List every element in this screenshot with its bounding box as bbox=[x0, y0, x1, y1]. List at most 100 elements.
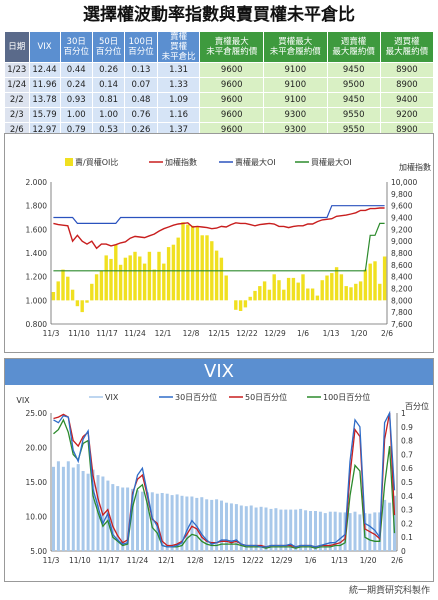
footer-credit: 統一期貨研究科製作 bbox=[348, 586, 430, 596]
pct30-line bbox=[53, 410, 396, 548]
right-axis-title: 加權指數 bbox=[399, 162, 431, 172]
table-cell: 13.78 bbox=[28, 92, 61, 108]
vix-bar bbox=[225, 502, 228, 551]
oi-ratio-bar bbox=[258, 286, 262, 301]
oi-ratio-bar bbox=[118, 264, 123, 301]
oi-ratio-bar bbox=[368, 263, 372, 301]
oi-ratio-bar bbox=[296, 282, 300, 301]
left-tick-label: 1.800 bbox=[26, 202, 48, 211]
vix-bar bbox=[220, 500, 223, 551]
table-cell: 1.00 bbox=[91, 107, 126, 123]
vix-bar bbox=[86, 473, 90, 551]
oi-ratio-bar bbox=[238, 300, 243, 311]
vix-bar bbox=[348, 513, 352, 551]
vix-chart-panel: VIX VIX 30日百分位 50日百分位 100日百分位 VIX 百分位 5.00 10.0… bbox=[4, 358, 434, 582]
oi-ratio-bar bbox=[195, 227, 200, 301]
table-cell: 9600 bbox=[199, 92, 265, 108]
column-header: 日期 bbox=[4, 31, 30, 63]
max-call-oi-line bbox=[53, 222, 385, 272]
oi-ratio-bar bbox=[152, 269, 156, 301]
oi-ratio-bar bbox=[339, 274, 344, 301]
table-cell: 2/2 bbox=[4, 92, 30, 108]
oi-ratio-bar bbox=[51, 292, 56, 301]
table-cell: 0.26 bbox=[91, 62, 126, 78]
table-cell: 0.76 bbox=[124, 107, 158, 123]
table-cell: 9200 bbox=[379, 107, 435, 123]
right-tick-label: 0.8 bbox=[401, 437, 413, 446]
oi-ratio-bar bbox=[334, 267, 339, 301]
left-tick-label: 20.00 bbox=[26, 444, 48, 453]
vix-bar bbox=[180, 495, 184, 551]
oi-ratio-bar bbox=[325, 275, 329, 301]
vix-bar bbox=[338, 512, 342, 551]
vix-bar bbox=[155, 493, 159, 551]
oi-ratio-bar bbox=[253, 290, 257, 301]
vix-bar bbox=[269, 508, 273, 551]
table-cell: 12.44 bbox=[28, 62, 61, 78]
legend-label: 50日百分位 bbox=[245, 392, 287, 402]
vix-bar bbox=[81, 471, 85, 551]
right-tick-label: 0.4 bbox=[401, 492, 413, 501]
x-tick-label: 1/6 bbox=[297, 329, 309, 338]
legend-label: VIX bbox=[105, 393, 119, 402]
vix-bar bbox=[185, 496, 189, 551]
vix-bar bbox=[210, 499, 214, 551]
right-tick-label: 8,600 bbox=[391, 261, 413, 270]
table-cell: 9600 bbox=[199, 77, 265, 93]
oi-ratio-bar bbox=[114, 244, 118, 301]
table-cell: 0.14 bbox=[91, 77, 126, 93]
oi-ratio-bar bbox=[262, 281, 267, 301]
table-cell: 0.93 bbox=[59, 92, 93, 108]
vix-chart-title: VIX bbox=[5, 359, 433, 385]
column-header: 50日 百分位 bbox=[91, 31, 126, 63]
vix-bar bbox=[165, 493, 169, 551]
oi-ratio-bar bbox=[349, 287, 353, 301]
oi-ratio-bar bbox=[157, 251, 161, 301]
table-cell: 9100 bbox=[263, 62, 328, 78]
column-header: 賣權最大 未平倉履約價 bbox=[199, 31, 265, 63]
right-tick-label: 7,800 bbox=[391, 308, 413, 317]
left-tick-label: 1.000 bbox=[26, 296, 48, 305]
right-tick-label: 8,800 bbox=[391, 249, 413, 258]
oi-ratio-bar bbox=[243, 300, 248, 308]
x-tick-label: 12/8 bbox=[183, 329, 200, 338]
vix-bar bbox=[333, 511, 337, 551]
table-cell: 9100 bbox=[263, 92, 328, 108]
table-cell: 0.44 bbox=[59, 62, 93, 78]
table-row: 1/23 12.44 0.44 0.26 0.13 1.31 9600 9100 9450 890… bbox=[4, 62, 435, 78]
right-tick-label: 0.6 bbox=[401, 464, 413, 473]
oi-ratio-bar bbox=[94, 274, 99, 301]
vix-bar bbox=[160, 493, 164, 551]
vix-bar bbox=[383, 499, 387, 551]
vix-bar bbox=[328, 511, 332, 551]
vix-bar bbox=[175, 494, 179, 551]
vix-bar bbox=[274, 508, 278, 551]
table-cell: 0.48 bbox=[124, 92, 158, 108]
oi-ratio-bar bbox=[70, 289, 75, 301]
legend-swatch bbox=[65, 158, 73, 166]
x-tick-label: 12/15 bbox=[208, 329, 230, 338]
oi-ratio-bar bbox=[205, 235, 209, 301]
oi-ratio-bar bbox=[272, 274, 276, 301]
vix-bar bbox=[234, 504, 238, 551]
oi-ratio-bar bbox=[166, 247, 171, 301]
left-tick-label: 5.00 bbox=[30, 547, 47, 556]
oi-ratio-bar bbox=[138, 256, 142, 301]
x-tick-label: 11/17 bbox=[98, 556, 120, 565]
oi-ratio-bar bbox=[200, 235, 204, 301]
vix-bar bbox=[200, 497, 204, 551]
right-tick-label: 8,400 bbox=[391, 273, 413, 282]
oi-ratio-bar bbox=[234, 300, 238, 310]
right-tick-label: 9,000 bbox=[391, 237, 413, 246]
oi-ratio-bar bbox=[378, 283, 382, 301]
oi-ratio-bar bbox=[123, 257, 128, 301]
table-cell: 1.09 bbox=[156, 92, 201, 108]
x-tick-label: 11/3 bbox=[43, 329, 60, 338]
right-tick-label: 8,200 bbox=[391, 285, 413, 294]
table-cell: 9600 bbox=[199, 107, 265, 123]
left-tick-label: 25.00 bbox=[26, 409, 48, 418]
table-cell: 1/23 bbox=[4, 62, 30, 78]
right-tick-label: 0.9 bbox=[401, 423, 413, 432]
x-tick-label: 12/1 bbox=[155, 329, 172, 338]
column-header: 100日 百分位 bbox=[124, 31, 158, 63]
